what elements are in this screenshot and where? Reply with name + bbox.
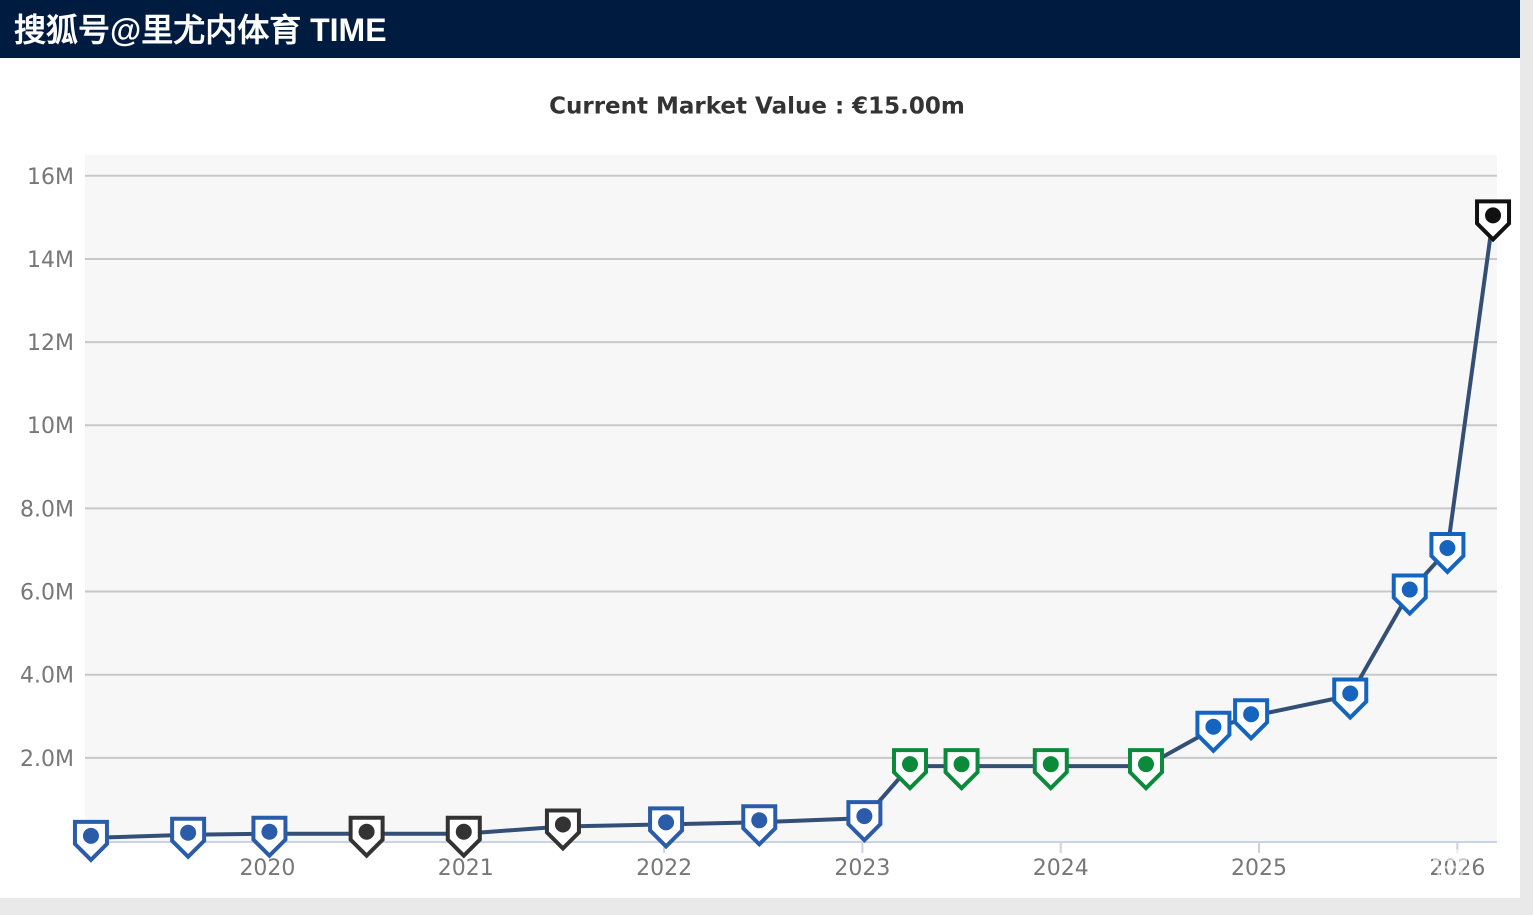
- club-marker-core: [82, 827, 99, 844]
- club-marker-core: [1205, 718, 1222, 735]
- y-tick-label: 12M: [27, 331, 74, 356]
- club-marker-core: [180, 824, 197, 841]
- club-marker-core: [1439, 539, 1456, 556]
- club-marker-core: [554, 816, 571, 833]
- header-title: 搜狐号@里尤内体育 TIME: [0, 0, 1520, 58]
- club-marker-core: [658, 814, 675, 831]
- chart-title: Current Market Value : €15.00m: [549, 94, 965, 120]
- x-tick-label: 2024: [1033, 856, 1089, 881]
- y-tick-label: 8.0M: [20, 497, 74, 522]
- y-tick-label: 6.0M: [20, 581, 74, 606]
- club-marker-core: [261, 823, 278, 840]
- x-tick-label: 2021: [438, 856, 494, 881]
- x-tick-label: 2022: [636, 856, 692, 881]
- club-marker-core: [901, 756, 918, 773]
- club-marker-core: [856, 808, 873, 825]
- club-marker-core: [1137, 756, 1154, 773]
- club-marker-core: [1243, 706, 1260, 723]
- x-tick-label: 2023: [834, 856, 890, 881]
- club-marker-core: [953, 756, 970, 773]
- y-tick-label: 2.0M: [20, 747, 74, 772]
- club-marker-core: [1401, 581, 1418, 598]
- club-marker-core: [455, 823, 472, 840]
- club-marker-core: [1342, 685, 1359, 702]
- club-marker-core: [1042, 756, 1059, 773]
- chart: Current Market Value : €15.00m 2.0M 4.0M 6…: [20, 94, 1512, 889]
- club-marker-core: [751, 812, 768, 829]
- watermark: 懂球帝: [1350, 843, 1470, 889]
- x-tick-label: 2025: [1231, 856, 1287, 881]
- club-marker-core: [1485, 207, 1502, 224]
- y-tick-label: 10M: [27, 414, 74, 439]
- club-marker-core: [358, 823, 375, 840]
- y-tick-label: 14M: [27, 248, 74, 273]
- x-tick-label: 2026: [1429, 856, 1485, 881]
- y-tick-label: 4.0M: [20, 664, 74, 689]
- y-tick-label: 16M: [27, 165, 74, 190]
- x-tick-label: 2020: [239, 856, 295, 881]
